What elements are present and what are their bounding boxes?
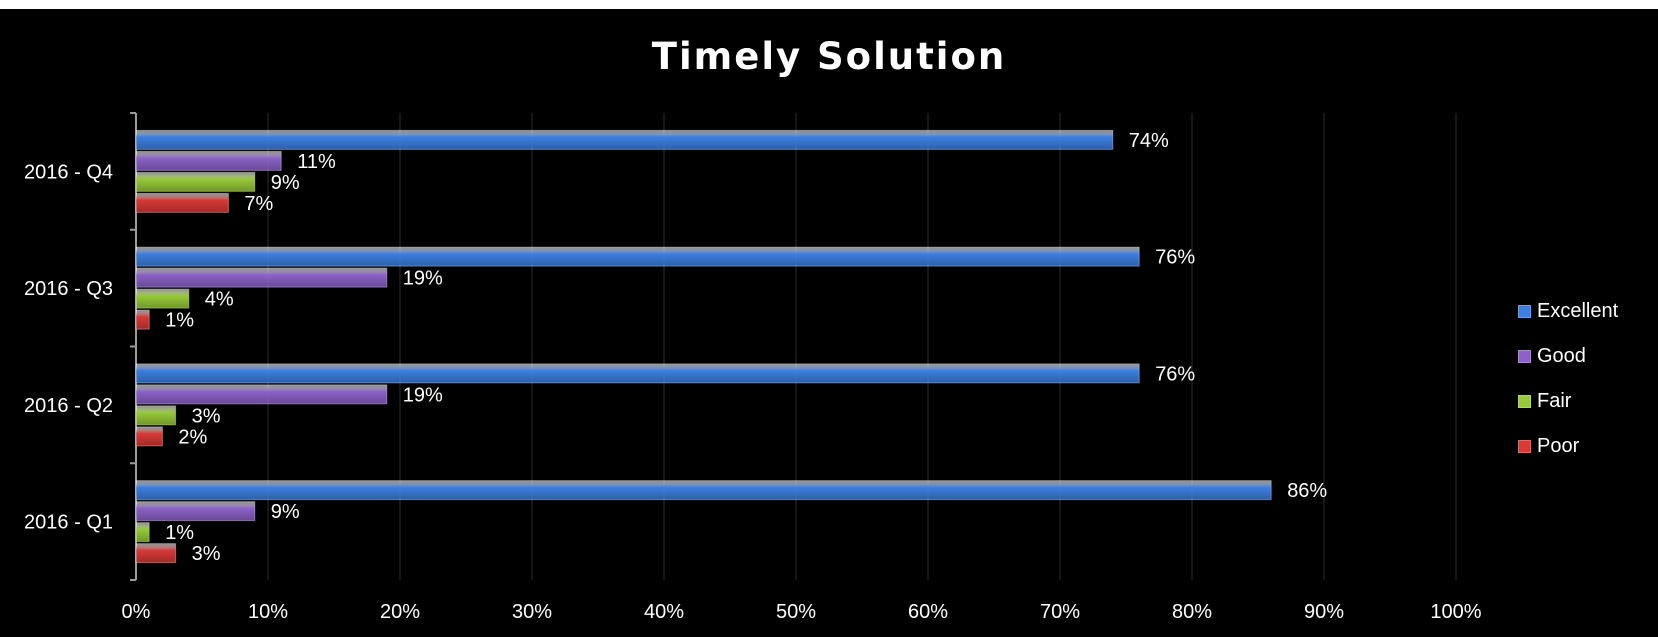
x-tick-label: 60% (908, 601, 948, 623)
data-label: 19% (403, 384, 443, 406)
data-label: 86% (1287, 480, 1327, 502)
legend-item-excellent: Excellent (1518, 289, 1618, 334)
legend-label: Good (1537, 345, 1586, 367)
data-label: 3% (192, 405, 221, 427)
legend-swatch (1518, 395, 1531, 408)
legend-swatch (1518, 350, 1531, 363)
category-label: 2016 - Q1 (24, 512, 113, 534)
x-tick-label: 70% (1040, 601, 1080, 623)
bar-excellent (135, 363, 1140, 384)
legend-label: Excellent (1537, 300, 1619, 322)
bar-excellent (135, 480, 1272, 501)
x-tick-label: 30% (512, 601, 552, 623)
bar-good (135, 150, 282, 171)
category-label: 2016 - Q4 (24, 161, 113, 183)
chart-area: Timely Solution 0% 10% 20% 30% 40% 50% 60% 70% 8… (0, 9, 1658, 637)
data-label: 4% (205, 289, 234, 311)
legend-label: Fair (1537, 390, 1572, 412)
data-label: 76% (1155, 247, 1195, 269)
category-label: 2016 - Q2 (24, 395, 113, 417)
data-label: 7% (244, 193, 273, 215)
bar-fair (135, 405, 177, 426)
bar-good (135, 384, 388, 405)
legend-item-poor: Poor (1518, 424, 1618, 469)
bar-excellent (135, 129, 1114, 150)
data-label: 1% (165, 522, 194, 544)
legend-label: Poor (1537, 435, 1580, 457)
bar-good (135, 501, 256, 522)
data-label: 2% (178, 426, 207, 448)
legend-swatch (1518, 305, 1531, 318)
x-tick-label: 40% (644, 601, 684, 623)
legend-item-fair: Fair (1518, 379, 1618, 424)
x-tick-label: 80% (1172, 601, 1212, 623)
x-tick-label: 90% (1304, 601, 1344, 623)
bar-fair (135, 171, 256, 192)
legend: Excellent Good Fair Poor (1518, 289, 1618, 469)
data-label: 11% (297, 151, 336, 173)
data-label: 76% (1155, 363, 1195, 385)
data-label: 19% (403, 268, 443, 290)
bar-good (135, 267, 388, 288)
data-label: 3% (192, 543, 221, 565)
legend-swatch (1518, 440, 1531, 453)
x-tick-label: 50% (776, 601, 816, 623)
x-tick-label: 10% (248, 601, 288, 623)
legend-item-good: Good (1518, 334, 1618, 379)
data-label: 9% (271, 501, 300, 523)
bar-poor (135, 543, 177, 564)
bar-poor (135, 309, 150, 330)
chart-title: Timely Solution (651, 35, 1007, 78)
data-label: 74% (1129, 130, 1169, 152)
x-tick-label: 0% (122, 601, 151, 623)
bar-poor (135, 426, 163, 447)
bar-fair (135, 288, 190, 309)
x-tick-label: 20% (380, 601, 420, 623)
bar-poor (135, 192, 229, 213)
bar-fair (135, 522, 150, 543)
x-tick-label: 100% (1430, 601, 1481, 623)
data-label: 9% (271, 172, 300, 194)
category-label: 2016 - Q3 (24, 278, 113, 300)
plot-area: 0% 10% 20% 30% 40% 50% 60% 70% 80% 90% 100% 2016 - … (24, 112, 1482, 623)
data-label: 1% (165, 310, 194, 332)
bar-excellent (135, 246, 1140, 267)
